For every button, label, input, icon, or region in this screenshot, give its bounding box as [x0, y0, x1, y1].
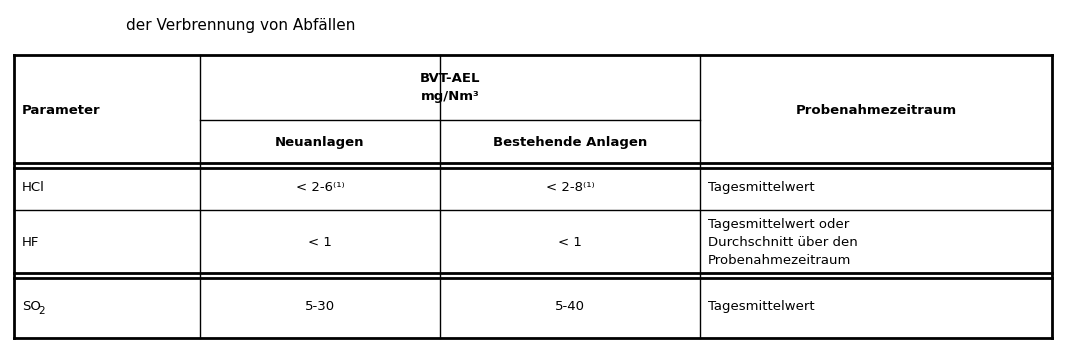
Text: < 2-6⁽¹⁾: < 2-6⁽¹⁾	[295, 181, 344, 194]
Text: 5-40: 5-40	[555, 300, 585, 313]
Text: HCl: HCl	[22, 181, 45, 194]
Text: Probenahmezeitraum: Probenahmezeitraum	[795, 104, 956, 117]
Text: HF: HF	[22, 236, 39, 249]
Text: < 1: < 1	[559, 236, 582, 249]
Text: 5-30: 5-30	[305, 300, 335, 313]
Text: Tagesmittelwert: Tagesmittelwert	[708, 181, 814, 194]
Text: 2: 2	[38, 305, 45, 315]
Text: < 1: < 1	[308, 236, 332, 249]
Text: BVT-AEL
mg/Nm³: BVT-AEL mg/Nm³	[420, 72, 481, 103]
Text: Tagesmittelwert: Tagesmittelwert	[708, 300, 814, 313]
Text: SO: SO	[22, 300, 41, 313]
Text: < 2-8⁽¹⁾: < 2-8⁽¹⁾	[546, 181, 595, 194]
Text: Bestehende Anlagen: Bestehende Anlagen	[492, 136, 647, 149]
Text: der Verbrennung von Abfällen: der Verbrennung von Abfällen	[126, 18, 355, 33]
Text: Neuanlagen: Neuanlagen	[275, 136, 365, 149]
Text: Parameter: Parameter	[22, 104, 100, 117]
Text: Tagesmittelwert oder
Durchschnitt über den
Probenahmezeitraum: Tagesmittelwert oder Durchschnitt über d…	[708, 218, 858, 267]
